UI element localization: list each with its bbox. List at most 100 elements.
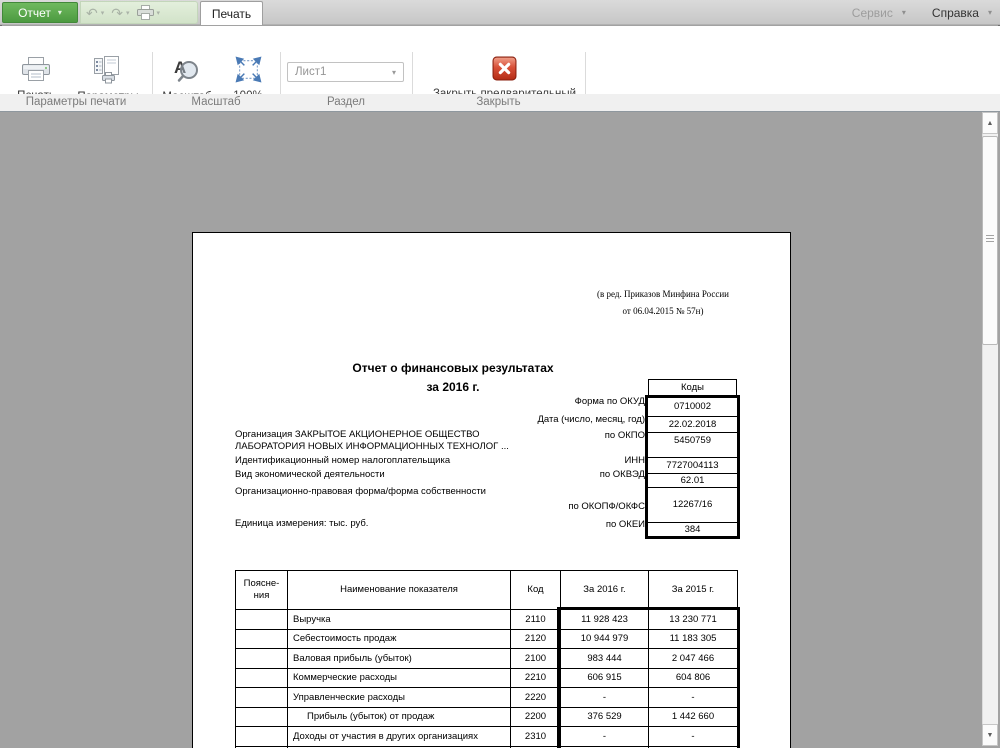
table-row: Доходы от участия в других организациях 2… bbox=[235, 726, 738, 747]
code-value: 62.01 bbox=[648, 473, 737, 487]
close-icon bbox=[492, 56, 517, 81]
code-value: 22.02.2018 bbox=[648, 416, 737, 432]
table-row: Себестоимость продаж 2120 10 944 979 11 183… bbox=[235, 628, 738, 649]
service-menu[interactable]: Сервис ▾ bbox=[852, 6, 906, 20]
service-menu-label: Сервис bbox=[851, 5, 893, 20]
table-cell: 1 442 660 bbox=[648, 706, 738, 727]
table-cell bbox=[235, 687, 288, 708]
code-label: по ОКВЭД bbox=[599, 469, 645, 480]
report-table-head: Поясне- ния Наименование показателя Код За … bbox=[235, 570, 738, 610]
undo-dropdown-icon[interactable]: ▾ bbox=[100, 9, 105, 17]
table-row: Проценты к получению2320188 165123 529 bbox=[235, 745, 738, 748]
redo-icon[interactable]: ↷ bbox=[111, 4, 123, 21]
report-table-body: Выручка 2110 11 928 423 13 230 771 Себестоим… bbox=[235, 609, 738, 748]
printer-icon bbox=[22, 57, 50, 81]
print-preview-area: (в ред. Приказов Минфина России от 06.04… bbox=[0, 112, 1000, 748]
tab-print[interactable]: Печать bbox=[200, 1, 263, 25]
activity-label: Вид экономической деятельности bbox=[235, 469, 385, 480]
table-cell: 2210 bbox=[510, 667, 561, 688]
table-row: Выручка 2110 11 928 423 13 230 771 bbox=[235, 609, 738, 630]
table-cell: 2220 bbox=[510, 687, 561, 708]
amendment-note: (в ред. Приказов Минфина России от 06.04… bbox=[588, 286, 738, 320]
help-menu-label: Справка bbox=[931, 5, 979, 20]
table-cell: 2 047 466 bbox=[648, 648, 738, 669]
document-title-line: Отчет о финансовых результатах bbox=[352, 361, 554, 375]
header-row: Поясне- ния Наименование показателя Код За … bbox=[235, 570, 738, 610]
codes-header-cell: Коды bbox=[648, 379, 737, 396]
table-cell bbox=[235, 726, 288, 747]
amendment-note-line: (в ред. Приказов Минфина России bbox=[597, 289, 729, 299]
page-setup-icon bbox=[94, 56, 119, 84]
table-cell: Прибыль (убыток) от продаж bbox=[287, 706, 511, 727]
sheet-selector[interactable]: Лист1 ▾ bbox=[287, 62, 404, 82]
group-label-print-settings: Параметры печати bbox=[25, 96, 127, 108]
help-menu[interactable]: Справка ▾ bbox=[932, 6, 992, 20]
table-cell bbox=[235, 706, 288, 727]
svg-text:A: A bbox=[174, 58, 186, 77]
group-label-section: Раздел bbox=[326, 96, 365, 108]
report-menu-button[interactable]: Отчет ▾ bbox=[2, 2, 78, 23]
code-label: по ОКПО bbox=[604, 430, 645, 441]
print-dropdown-icon[interactable]: ▾ bbox=[156, 9, 161, 17]
table-cell: Доходы от участия в других организациях bbox=[287, 726, 511, 747]
scroll-down-button[interactable]: ▼ bbox=[982, 724, 998, 746]
chevron-down-icon: ▾ bbox=[987, 8, 992, 17]
column-header: Наименование показателя bbox=[287, 570, 511, 610]
table-cell: Управленческие расходы bbox=[287, 687, 511, 708]
column-header: За 2016 г. bbox=[560, 570, 649, 610]
table-cell: 10 944 979 bbox=[560, 628, 649, 649]
table-cell: Выручка bbox=[287, 609, 511, 630]
code-label: ИНН bbox=[624, 455, 645, 466]
chevron-down-icon: ▾ bbox=[901, 8, 906, 17]
organization-line: Организация ЗАКРЫТОЕ АКЦИОНЕРНОЕ ОБЩЕСТВ… bbox=[235, 429, 480, 440]
table-cell: 606 915 bbox=[560, 667, 649, 688]
code-label: Форма по ОКУД bbox=[574, 396, 645, 407]
scrollbar-thumb[interactable] bbox=[982, 136, 998, 345]
scroll-down-icon: ▼ bbox=[986, 731, 994, 739]
column-header: Код bbox=[510, 570, 561, 610]
scroll-up-button[interactable]: ▲ bbox=[982, 112, 998, 134]
code-label: по ОКОПФ/ОКФС bbox=[568, 501, 645, 512]
thumb-grip-icon bbox=[986, 235, 994, 243]
undo-icon[interactable]: ↶ bbox=[86, 4, 98, 21]
table-cell: 2310 bbox=[510, 726, 561, 747]
document-subtitle: за 2016 г. bbox=[426, 380, 480, 394]
table-cell bbox=[235, 648, 288, 669]
ribbon-group-strip: Параметры печати Масштаб Раздел Закрыть bbox=[0, 94, 1000, 112]
table-cell: - bbox=[648, 687, 738, 708]
group-label-close: Закрыть bbox=[476, 96, 521, 108]
table-cell: 2120 bbox=[510, 628, 561, 649]
table-cell: - bbox=[560, 687, 649, 708]
code-value: 0710002 bbox=[674, 401, 711, 412]
table-cell: - bbox=[648, 726, 738, 747]
table-cell bbox=[235, 667, 288, 688]
quick-print-icon[interactable] bbox=[136, 5, 154, 20]
table-cell: Себестоимость продаж bbox=[287, 628, 511, 649]
document-title: Отчет о финансовых результатах за 2016 г… bbox=[233, 359, 673, 397]
table-cell bbox=[235, 628, 288, 649]
legal-form-label: Организационно-правовая форма/форма собс… bbox=[235, 486, 486, 497]
sheet-selector-value: Лист1 bbox=[295, 66, 327, 78]
table-cell: 983 444 bbox=[560, 648, 649, 669]
table-cell: 11 928 423 bbox=[560, 609, 649, 630]
document-page: (в ред. Приказов Минфина России от 06.04… bbox=[192, 232, 791, 748]
column-header: За 2015 г. bbox=[648, 570, 738, 610]
table-cell: 13 230 771 bbox=[648, 609, 738, 630]
code-value: 5450759 bbox=[648, 432, 737, 457]
inn-label: Идентификационный номер налогоплательщик… bbox=[235, 455, 451, 466]
table-cell bbox=[235, 609, 288, 630]
table-row: Валовая прибыль (убыток) 2100 983 444 2 047… bbox=[235, 648, 738, 669]
amendment-note-line: от 06.04.2015 № 57н) bbox=[622, 306, 704, 316]
code-label: Дата (число, месяц, год) bbox=[537, 414, 645, 425]
table-cell: - bbox=[560, 726, 649, 747]
redo-dropdown-icon[interactable]: ▾ bbox=[125, 9, 130, 17]
table-row: Коммерческие расходы 2210 606 915 604 806 bbox=[235, 667, 738, 688]
table-cell: 2100 bbox=[510, 648, 561, 669]
code-value: 7727004113 bbox=[648, 457, 737, 473]
table-row: Управленческие расходы 2220- - bbox=[235, 687, 738, 708]
table-cell: 2200 bbox=[510, 706, 561, 727]
table-cell: 376 529 bbox=[560, 706, 649, 727]
table-cell: 604 806 bbox=[648, 667, 738, 688]
codes-values: 0710002 22.02.2018 5450759 7727004113 62.01 1… bbox=[645, 395, 740, 539]
